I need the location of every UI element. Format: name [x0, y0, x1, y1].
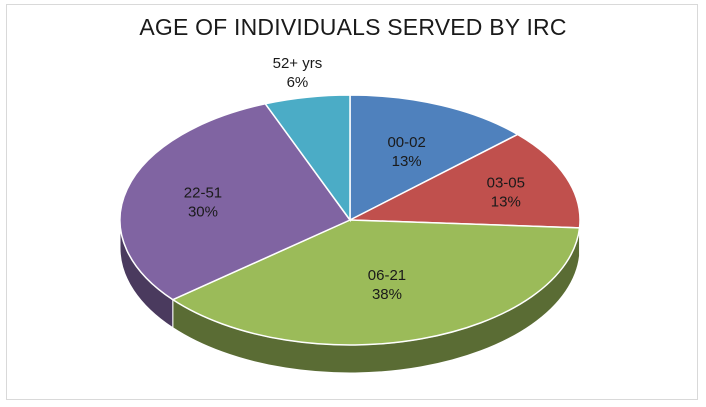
pie-slice-22-51 [119, 102, 352, 301]
chart-title: AGE OF INDIVIDUALS SERVED BY IRC [139, 14, 567, 40]
pie-labels: 00-02 13% 03-05 13% 06-21 38% 22-51 30% 52+ yrs 6… [184, 55, 525, 303]
pie-slice-52-yrs [264, 94, 351, 223]
pie-slices [119, 94, 581, 346]
pie-label-22-51: 22-51 30% [184, 184, 222, 220]
pie-label-06-21: 06-21 38% [368, 267, 406, 303]
pie-slice-00-02 [349, 94, 520, 222]
pie-label-52-yrs: 52+ yrs 6% [273, 55, 323, 91]
pie-slice-06-21 [171, 219, 581, 346]
pie-slice-03-05 [347, 133, 581, 229]
pie-label-00-02: 00-02 13% [387, 134, 425, 170]
pie-label-03-05: 03-05 13% [487, 175, 525, 211]
